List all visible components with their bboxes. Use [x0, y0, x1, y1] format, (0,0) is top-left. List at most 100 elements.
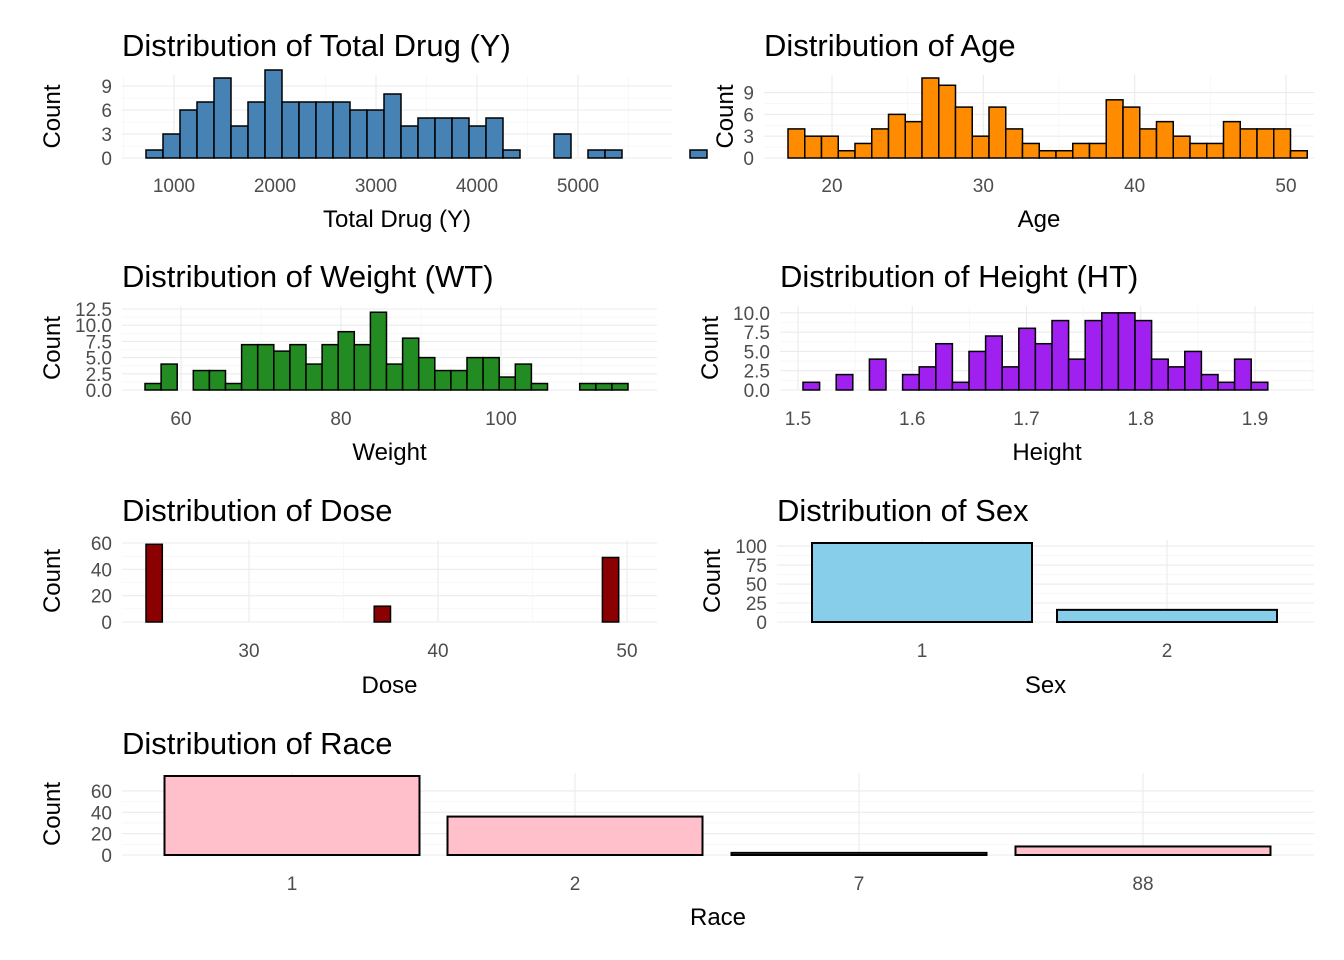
histogram-bar: [904, 120, 923, 159]
x-axis-title: Total Drug (Y): [323, 206, 471, 233]
histogram-bar: [595, 382, 613, 391]
chart-height: 0.02.55.07.510.0 1.5 1.6 1.7 1.8 1.9 Distribut…: [697, 259, 1314, 466]
x-tick-label: 40: [1124, 176, 1145, 197]
histogram-bar: [196, 101, 215, 159]
histogram-bar: [1200, 373, 1219, 391]
histogram-bar: [1072, 142, 1091, 159]
y-tick-label: 6: [101, 101, 112, 122]
y-tick-label: 9: [743, 84, 754, 105]
y-tick-label: 60: [91, 534, 112, 555]
histogram-bar: [369, 311, 388, 391]
y-tick-label: 20: [91, 587, 112, 608]
histogram-bar: [240, 343, 259, 391]
histogram-bar: [787, 128, 806, 159]
histogram-bar: [887, 113, 906, 159]
histogram-bar: [868, 358, 887, 391]
y-tick-label: 0: [101, 149, 112, 170]
histogram-bar: [349, 109, 368, 159]
histogram-bar: [1005, 128, 1024, 159]
y-tick-label: 7.5: [744, 323, 770, 344]
histogram-bar: [837, 149, 856, 159]
chart-title: Distribution of Total Drug (Y): [122, 28, 511, 63]
x-tick-label: 100: [485, 409, 517, 430]
chart-title: Distribution of Dose: [122, 493, 393, 528]
histogram-bar: [611, 382, 629, 391]
histogram-bar: [1233, 358, 1252, 391]
histogram-bar: [417, 356, 436, 391]
histogram-bar: [604, 149, 623, 159]
y-tick-label: 40: [91, 560, 112, 581]
bar-88: [1014, 845, 1272, 857]
histogram-bar: [256, 343, 275, 391]
histogram-bar: [400, 125, 419, 159]
histogram-bar: [951, 381, 970, 391]
histogram-bar: [802, 381, 821, 391]
x-axis-title: Sex: [1025, 672, 1066, 699]
histogram-bar: [179, 109, 198, 159]
chart-title: Distribution of Height (HT): [780, 259, 1138, 294]
histogram-bar: [971, 135, 990, 159]
bars-sex: [811, 542, 1278, 623]
histogram-bar: [578, 382, 597, 391]
histogram-bar: [1088, 142, 1107, 159]
y-tick-label: 0: [756, 613, 767, 634]
histogram-bar: [305, 363, 323, 391]
histogram-bar: [1055, 149, 1074, 159]
histogram-bar: [264, 69, 283, 159]
bars-race: [163, 775, 1272, 857]
chart-title: Distribution of Age: [764, 28, 1016, 63]
histogram-bar: [921, 77, 940, 159]
histogram-bar: [954, 106, 973, 159]
x-tick-label: 5000: [557, 176, 599, 197]
histogram-bar: [901, 373, 920, 391]
histogram-bar: [162, 133, 181, 159]
histogram-bar: [871, 128, 890, 159]
chart-weight: 0.02.55.07.510.012.5 60 80 100 Distribution …: [39, 259, 657, 466]
histogram-bar: [321, 343, 339, 391]
y-tick-label: 60: [91, 782, 112, 803]
histogram-bar: [1101, 312, 1120, 391]
histogram-bar: [1222, 120, 1241, 159]
histogram-bar: [315, 101, 334, 159]
histogram-bar: [1034, 342, 1053, 391]
histogram-bar: [160, 363, 178, 391]
histogram-bar: [144, 382, 162, 391]
y-axis-title: Count: [712, 84, 739, 148]
histogram-bar: [1250, 381, 1269, 391]
y-axis-title: Count: [39, 84, 66, 148]
y-tick-label: 10.0: [733, 304, 770, 325]
y-tick-label: 50: [746, 575, 767, 596]
x-tick-label: 1000: [153, 176, 195, 197]
y-tick-label: 20: [91, 825, 112, 846]
x-tick-label: 40: [427, 641, 448, 662]
histogram-bar: [935, 342, 954, 391]
histogram-bar: [468, 125, 487, 159]
y-tick-label: 0.0: [744, 381, 770, 402]
histogram-bar: [289, 343, 307, 391]
histogram-bar: [938, 84, 957, 159]
histogram-bar: [213, 77, 232, 159]
histogram-bar: [502, 149, 521, 159]
bars-age: [787, 77, 1308, 159]
histogram-bar: [230, 125, 249, 159]
histogram-bar: [353, 343, 372, 391]
x-axis-title: Dose: [361, 672, 417, 699]
histogram-bar: [208, 369, 227, 391]
histogram-bar: [1172, 135, 1191, 159]
y-tick-label: 2.5: [86, 365, 112, 386]
y-tick-label: 100: [735, 537, 767, 558]
x-tick-label: 50: [1275, 176, 1296, 197]
histogram-bar: [385, 363, 404, 391]
histogram-bar: [601, 556, 620, 623]
y-tick-label: 12.5: [75, 300, 112, 321]
histogram-bar: [1018, 327, 1037, 391]
histogram-bar: [1051, 319, 1070, 391]
histogram-bar: [383, 93, 402, 159]
y-tick-label: 25: [746, 594, 767, 615]
histogram-bar: [247, 101, 266, 159]
histogram-bar: [1167, 366, 1186, 391]
x-tick-label: 1.9: [1242, 409, 1268, 430]
histogram-bar: [689, 149, 708, 159]
x-tick-label: 1.6: [899, 409, 925, 430]
histogram-bar: [332, 101, 351, 159]
